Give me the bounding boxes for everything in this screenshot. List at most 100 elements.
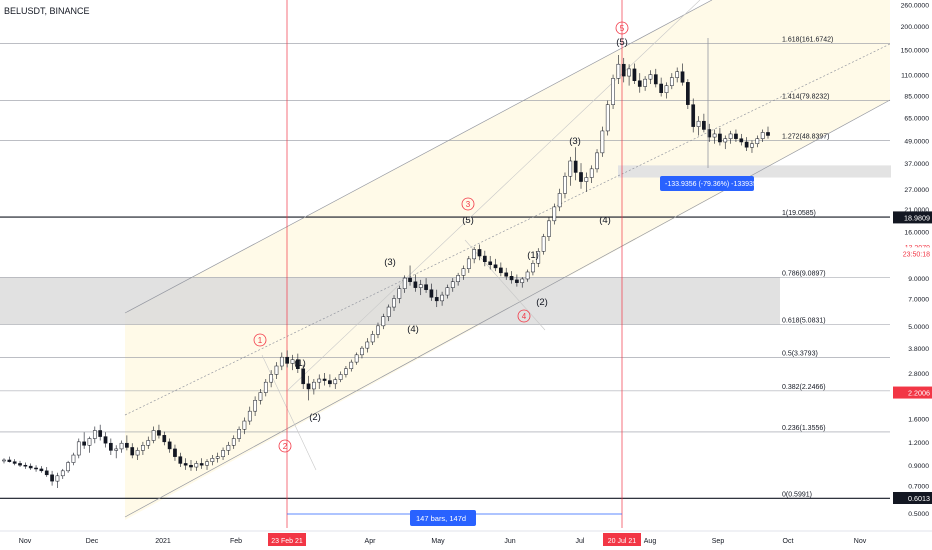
fib-label: 1.618(161.6742) <box>782 36 833 43</box>
channel-middle <box>124 43 891 416</box>
candle <box>354 354 359 363</box>
candle <box>125 442 129 448</box>
candle <box>579 172 583 182</box>
y-tick: 1.6000 <box>908 416 929 423</box>
candle <box>55 475 60 482</box>
y-tick: 0.7000 <box>908 484 929 491</box>
measure-label: -133.9356 (-79.36%) -1339356 <box>665 181 761 188</box>
candle <box>392 298 396 308</box>
x-highlight-tick: 23 Feb 21 <box>271 538 303 545</box>
candle <box>680 71 685 83</box>
wave-circle <box>253 333 267 347</box>
candle <box>557 193 562 208</box>
candle <box>750 143 754 148</box>
candle <box>2 459 6 462</box>
candle <box>242 420 247 430</box>
fib-label: 0.236(1.3556) <box>782 425 826 432</box>
candle <box>552 206 557 222</box>
candle <box>66 462 70 472</box>
candle <box>739 138 744 143</box>
x-tick: Aug <box>644 538 657 545</box>
candle <box>295 359 300 369</box>
candle <box>285 356 290 364</box>
wave-label: 5 <box>620 24 625 33</box>
x-tick: Jul <box>576 538 585 545</box>
fib-label: 1(19.0585) <box>782 210 816 217</box>
y-tick: 37.0000 <box>904 161 929 168</box>
x-tick: Apr <box>365 538 377 545</box>
candle <box>525 271 530 280</box>
candle <box>466 258 471 269</box>
wave-label: 4 <box>522 312 527 321</box>
y-tick: 21.0000 <box>904 207 929 214</box>
wave-label: (3) <box>384 257 396 268</box>
candle <box>205 461 209 466</box>
x-tick: Dec <box>86 538 99 545</box>
candle <box>237 429 241 439</box>
candle <box>258 392 263 401</box>
candle <box>488 261 493 266</box>
candle <box>306 383 311 390</box>
x-tick: Nov <box>854 538 867 545</box>
wave-circle <box>461 197 475 211</box>
wave-label: 3 <box>466 200 471 209</box>
candle <box>328 380 332 385</box>
candle <box>360 347 364 356</box>
y-tick: 1.2000 <box>908 440 929 447</box>
candle <box>595 152 599 170</box>
candle <box>82 441 86 446</box>
candle <box>434 297 439 302</box>
candle <box>734 133 738 139</box>
candle <box>221 450 225 457</box>
candle <box>7 459 12 462</box>
candle <box>691 104 696 127</box>
price-label: 0.6013 <box>908 494 930 503</box>
candle <box>413 281 418 288</box>
y-tick: 9.0000 <box>908 276 929 283</box>
candle <box>584 177 589 182</box>
y-tick: 7.0000 <box>908 296 929 303</box>
price-label-bg <box>893 386 932 399</box>
candle <box>290 359 295 364</box>
y-tick: 65.0000 <box>904 115 929 122</box>
y-tick: 49.0000 <box>904 138 929 145</box>
candle <box>482 255 487 263</box>
candle <box>402 277 407 289</box>
wave-label: (5) <box>462 215 474 226</box>
candle <box>381 316 386 327</box>
candle <box>39 468 44 472</box>
wave-circle <box>517 309 531 323</box>
candle <box>686 82 690 105</box>
candle <box>162 435 167 443</box>
candle <box>23 464 28 467</box>
candle <box>766 132 770 136</box>
wave-circle <box>615 21 629 35</box>
candle <box>605 104 610 132</box>
candle <box>146 440 151 446</box>
candle <box>274 365 279 375</box>
candle <box>167 441 172 450</box>
candle <box>440 294 444 302</box>
candle <box>109 442 113 451</box>
candle <box>279 356 284 367</box>
y-tick: 200.0000 <box>901 24 930 31</box>
x-tick: Jun <box>504 538 515 545</box>
candle <box>616 63 621 79</box>
candle <box>92 430 97 439</box>
fib-zone <box>0 277 780 325</box>
candle <box>461 268 466 276</box>
price-label-bg <box>893 240 932 252</box>
candle <box>231 438 236 446</box>
candle <box>103 436 108 444</box>
candle <box>178 456 183 464</box>
candle <box>515 279 519 283</box>
candle <box>760 132 765 139</box>
x-tick: Feb <box>230 538 242 545</box>
candle <box>370 334 375 343</box>
y-tick: 150.0000 <box>901 47 930 54</box>
candle <box>648 74 653 80</box>
candle <box>477 249 482 257</box>
candle <box>386 306 391 317</box>
candle <box>643 78 647 87</box>
